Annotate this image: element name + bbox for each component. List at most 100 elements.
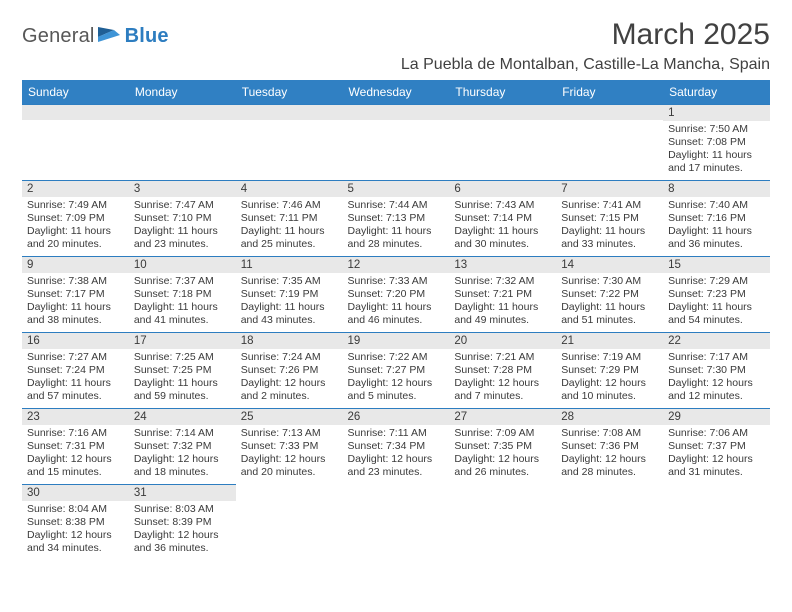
calendar-cell: 12Sunrise: 7:33 AMSunset: 7:20 PMDayligh… <box>343 256 450 332</box>
info-line: Daylight: 12 hours <box>454 453 551 466</box>
day-info: Sunrise: 7:13 AMSunset: 7:33 PMDaylight:… <box>236 425 343 483</box>
info-line: Daylight: 12 hours <box>27 453 124 466</box>
day-info: Sunrise: 7:14 AMSunset: 7:32 PMDaylight:… <box>129 425 236 483</box>
day-info: Sunrise: 7:35 AMSunset: 7:19 PMDaylight:… <box>236 273 343 331</box>
info-line: Daylight: 11 hours <box>27 377 124 390</box>
info-line: Sunrise: 7:22 AM <box>348 351 445 364</box>
info-line: Daylight: 12 hours <box>454 377 551 390</box>
info-line: and 28 minutes. <box>348 238 445 251</box>
page-title: March 2025 <box>401 18 770 52</box>
day-info: Sunrise: 7:33 AMSunset: 7:20 PMDaylight:… <box>343 273 450 331</box>
day-info: Sunrise: 7:49 AMSunset: 7:09 PMDaylight:… <box>22 197 129 255</box>
day-info: Sunrise: 7:46 AMSunset: 7:11 PMDaylight:… <box>236 197 343 255</box>
day-info: Sunrise: 7:47 AMSunset: 7:10 PMDaylight:… <box>129 197 236 255</box>
info-line: Sunset: 7:21 PM <box>454 288 551 301</box>
day-info: Sunrise: 7:06 AMSunset: 7:37 PMDaylight:… <box>663 425 770 483</box>
day-header: Tuesday <box>236 80 343 104</box>
calendar-cell-empty <box>236 484 343 560</box>
day-number: 12 <box>343 256 450 273</box>
info-line: Sunrise: 8:04 AM <box>27 503 124 516</box>
calendar-cell: 8Sunrise: 7:40 AMSunset: 7:16 PMDaylight… <box>663 180 770 256</box>
day-info: Sunrise: 7:37 AMSunset: 7:18 PMDaylight:… <box>129 273 236 331</box>
calendar-cell: 23Sunrise: 7:16 AMSunset: 7:31 PMDayligh… <box>22 408 129 484</box>
info-line: Sunrise: 7:43 AM <box>454 199 551 212</box>
info-line: Sunset: 7:16 PM <box>668 212 765 225</box>
day-header: Sunday <box>22 80 129 104</box>
calendar-cell-empty <box>449 104 556 180</box>
calendar-cell: 11Sunrise: 7:35 AMSunset: 7:19 PMDayligh… <box>236 256 343 332</box>
info-line: Sunrise: 7:49 AM <box>27 199 124 212</box>
day-header: Thursday <box>449 80 556 104</box>
day-number: 22 <box>663 332 770 349</box>
calendar-cell: 10Sunrise: 7:37 AMSunset: 7:18 PMDayligh… <box>129 256 236 332</box>
day-info: Sunrise: 7:08 AMSunset: 7:36 PMDaylight:… <box>556 425 663 483</box>
day-number: 3 <box>129 180 236 197</box>
day-number: 26 <box>343 408 450 425</box>
calendar-cell: 21Sunrise: 7:19 AMSunset: 7:29 PMDayligh… <box>556 332 663 408</box>
calendar-cell-empty <box>343 484 450 560</box>
calendar-cell: 19Sunrise: 7:22 AMSunset: 7:27 PMDayligh… <box>343 332 450 408</box>
info-line: Sunrise: 7:24 AM <box>241 351 338 364</box>
day-info: Sunrise: 8:04 AMSunset: 8:38 PMDaylight:… <box>22 501 129 559</box>
calendar-cell-empty <box>129 104 236 180</box>
info-line: and 2 minutes. <box>241 390 338 403</box>
day-number: 15 <box>663 256 770 273</box>
day-number: 21 <box>556 332 663 349</box>
calendar-cell: 17Sunrise: 7:25 AMSunset: 7:25 PMDayligh… <box>129 332 236 408</box>
info-line: and 20 minutes. <box>241 466 338 479</box>
info-line: and 26 minutes. <box>454 466 551 479</box>
info-line: Sunset: 7:23 PM <box>668 288 765 301</box>
day-number: 28 <box>556 408 663 425</box>
info-line: Daylight: 11 hours <box>241 225 338 238</box>
info-line: Sunset: 7:25 PM <box>134 364 231 377</box>
day-number: 31 <box>129 484 236 501</box>
info-line: Daylight: 11 hours <box>668 149 765 162</box>
day-number: 20 <box>449 332 556 349</box>
info-line: Daylight: 12 hours <box>668 377 765 390</box>
calendar-table: SundayMondayTuesdayWednesdayThursdayFrid… <box>22 80 770 560</box>
info-line: and 33 minutes. <box>561 238 658 251</box>
info-line: Sunset: 7:10 PM <box>134 212 231 225</box>
day-number: 8 <box>663 180 770 197</box>
calendar-cell: 2Sunrise: 7:49 AMSunset: 7:09 PMDaylight… <box>22 180 129 256</box>
info-line: Sunrise: 8:03 AM <box>134 503 231 516</box>
info-line: Sunrise: 7:06 AM <box>668 427 765 440</box>
day-info: Sunrise: 7:25 AMSunset: 7:25 PMDaylight:… <box>129 349 236 407</box>
day-number: 2 <box>22 180 129 197</box>
info-line: Sunrise: 7:35 AM <box>241 275 338 288</box>
info-line: and 15 minutes. <box>27 466 124 479</box>
info-line: and 5 minutes. <box>348 390 445 403</box>
info-line: Sunset: 7:33 PM <box>241 440 338 453</box>
calendar-cell-empty <box>22 104 129 180</box>
calendar-cell: 14Sunrise: 7:30 AMSunset: 7:22 PMDayligh… <box>556 256 663 332</box>
info-line: Sunrise: 7:50 AM <box>668 123 765 136</box>
info-line: Sunset: 7:13 PM <box>348 212 445 225</box>
day-number: 25 <box>236 408 343 425</box>
info-line: Sunset: 7:31 PM <box>27 440 124 453</box>
info-line: Sunrise: 7:40 AM <box>668 199 765 212</box>
info-line: Daylight: 11 hours <box>134 301 231 314</box>
calendar-week: 16Sunrise: 7:27 AMSunset: 7:24 PMDayligh… <box>22 332 770 408</box>
info-line: and 43 minutes. <box>241 314 338 327</box>
info-line: Daylight: 12 hours <box>27 529 124 542</box>
info-line: Sunset: 7:24 PM <box>27 364 124 377</box>
info-line: Sunset: 7:32 PM <box>134 440 231 453</box>
calendar-page: General Blue March 2025 La Puebla de Mon… <box>0 0 792 560</box>
day-info: Sunrise: 7:19 AMSunset: 7:29 PMDaylight:… <box>556 349 663 407</box>
day-info: Sunrise: 8:03 AMSunset: 8:39 PMDaylight:… <box>129 501 236 559</box>
calendar-cell: 26Sunrise: 7:11 AMSunset: 7:34 PMDayligh… <box>343 408 450 484</box>
info-line: and 20 minutes. <box>27 238 124 251</box>
info-line: Daylight: 11 hours <box>668 301 765 314</box>
info-line: and 10 minutes. <box>561 390 658 403</box>
day-info: Sunrise: 7:40 AMSunset: 7:16 PMDaylight:… <box>663 197 770 255</box>
info-line: Sunset: 7:17 PM <box>27 288 124 301</box>
info-line: Sunrise: 7:19 AM <box>561 351 658 364</box>
info-line: and 57 minutes. <box>27 390 124 403</box>
day-number: 1 <box>663 104 770 121</box>
info-line: Sunset: 7:19 PM <box>241 288 338 301</box>
calendar-cell: 31Sunrise: 8:03 AMSunset: 8:39 PMDayligh… <box>129 484 236 560</box>
info-line: and 23 minutes. <box>348 466 445 479</box>
info-line: Sunrise: 7:17 AM <box>668 351 765 364</box>
info-line: Sunset: 7:29 PM <box>561 364 658 377</box>
day-number: 16 <box>22 332 129 349</box>
